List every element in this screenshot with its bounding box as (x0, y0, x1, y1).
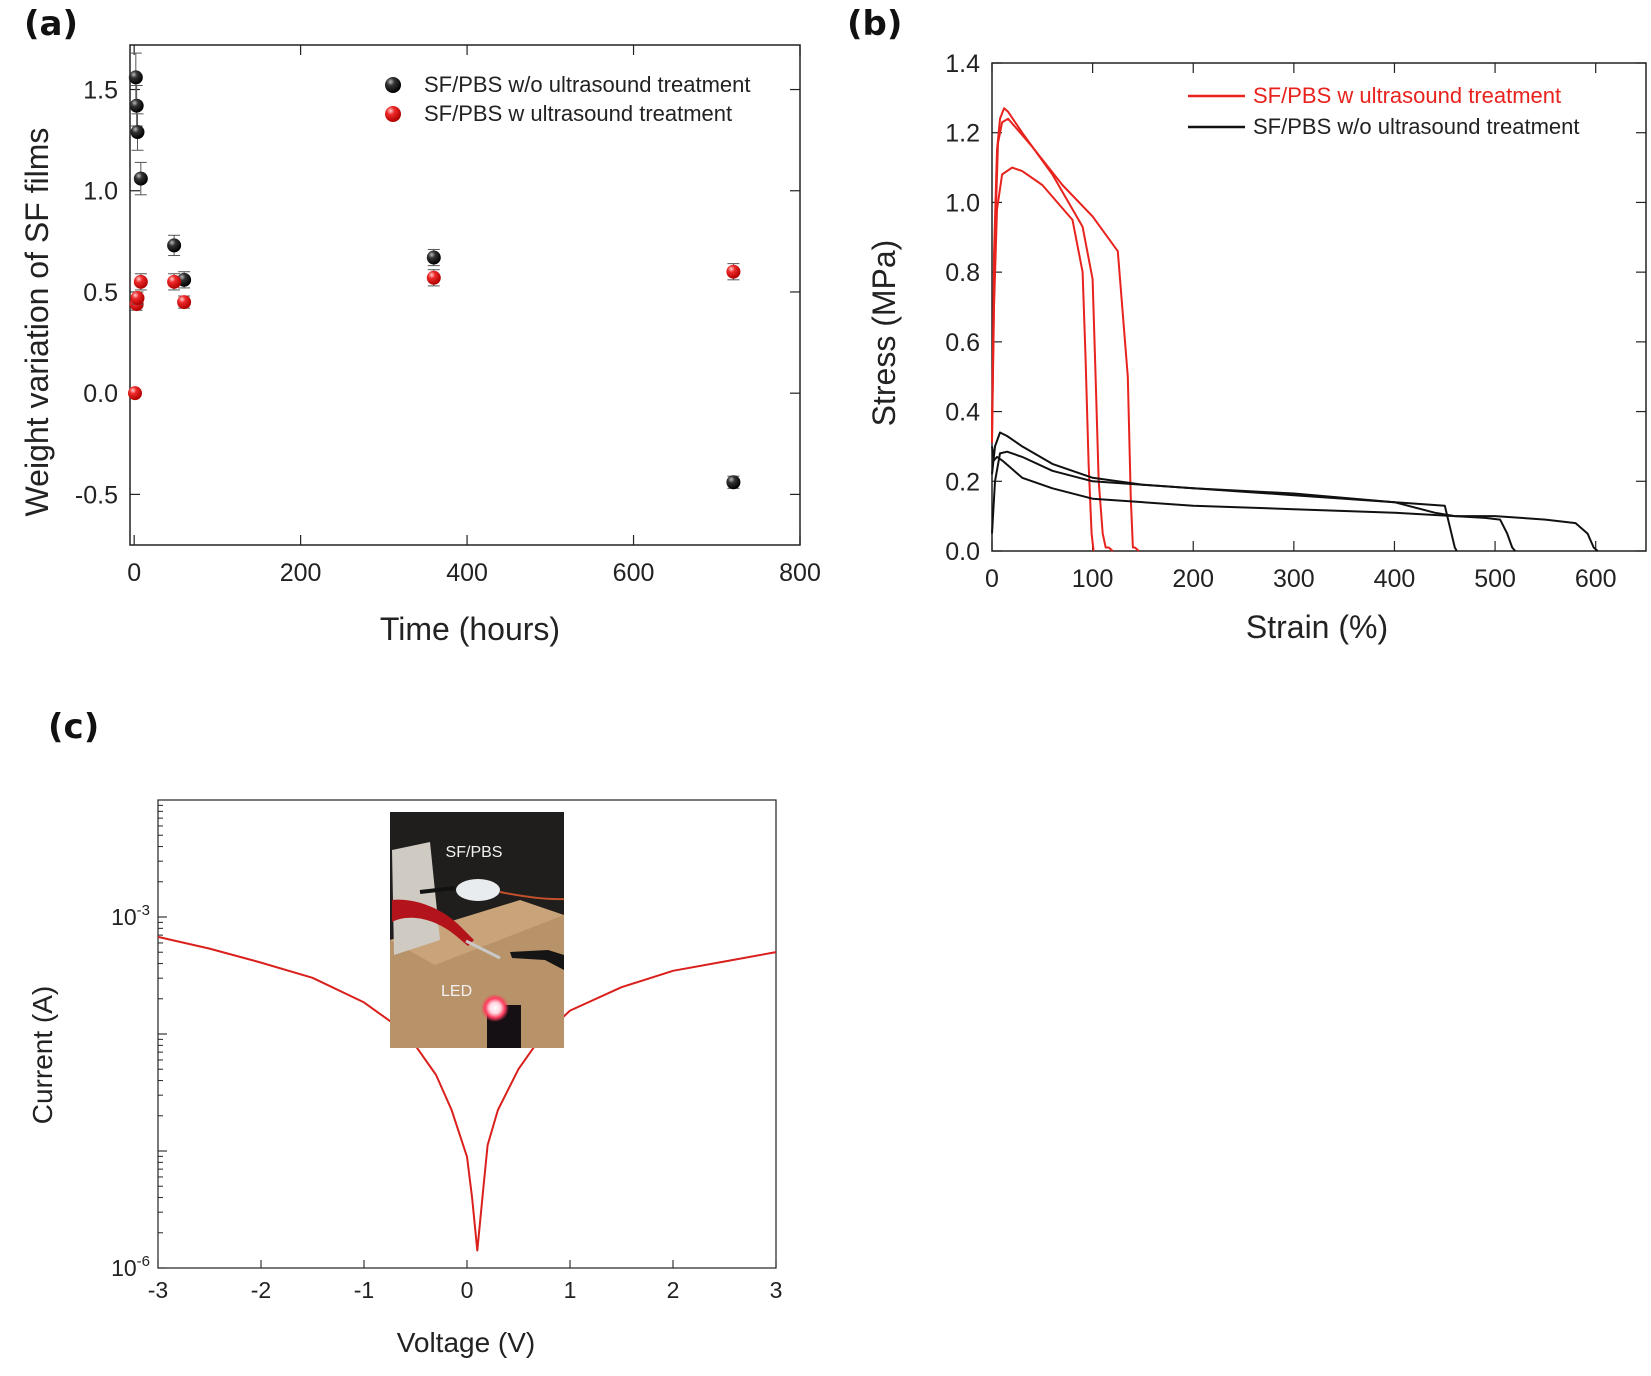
x-tick-label: -2 (251, 1277, 271, 1303)
data-point-black (128, 70, 143, 85)
y-tick-label: 1.4 (945, 50, 980, 78)
x-tick-label: 600 (613, 559, 655, 587)
x-tick-label: 200 (1172, 565, 1214, 593)
chart-b-axes: 0 100 200 300 400 500 600 0.0 0.2 0.4 0.6 0.8 1.0 1.2… (945, 50, 1646, 593)
legend-a-label-black: SF/PBS w/o ultrasound treatment (424, 72, 751, 97)
x-tick-label: 100 (1072, 565, 1114, 593)
stress-strain-curve-red (991, 166, 1095, 552)
y-tick-label: 1.0 (945, 189, 980, 217)
y-tick-label: 1.2 (945, 120, 980, 148)
stress-strain-curve-red (991, 107, 1114, 552)
chart-a-xlabel: Time (hours) (380, 611, 560, 647)
legend-b-label-black: SF/PBS w/o ultrasound treatment (1253, 114, 1580, 139)
data-point-red (426, 270, 441, 285)
x-tick-label: 0 (985, 565, 999, 593)
x-tick-label: 800 (779, 559, 821, 587)
inset-red-probe (392, 899, 474, 946)
chart-c: -3 -2 -1 0 1 2 3 10-3 10-6 Voltage (V) Current (… (27, 799, 783, 1358)
panel-label-b: (b) (847, 4, 902, 44)
chart-a: 0 200 400 600 800 -0.5 0.0 0.5 1.0 1.5 Time (hour… (19, 44, 821, 647)
chart-a-frame (129, 44, 801, 546)
x-tick-label: 300 (1273, 565, 1315, 593)
chart-a-axes: 0 200 400 600 800 -0.5 0.0 0.5 1.0 1.5 (75, 45, 821, 587)
y-tick-label: 10-3 (111, 902, 150, 930)
inset-wood-top (390, 900, 564, 965)
inset-probe-tip (465, 939, 501, 960)
y-tick-label: 1.5 (83, 77, 118, 105)
chart-b: 0 100 200 300 400 500 600 0.0 0.2 0.4 0.6 0.8 1.0 1.2… (866, 50, 1647, 645)
data-point-red (726, 264, 741, 279)
x-tick-label: 0 (127, 559, 141, 587)
data-point-black (726, 475, 741, 490)
x-tick-label: 3 (770, 1277, 783, 1303)
inset-black-probe (510, 950, 564, 970)
y-tick-label: 0.8 (945, 259, 980, 287)
y-tick-label: 0.0 (945, 538, 980, 566)
data-point-black (129, 98, 144, 113)
panel-label-c: (c) (48, 707, 99, 747)
x-tick-label: 400 (446, 559, 488, 587)
x-tick-label: 1 (564, 1277, 577, 1303)
chart-a-legend: SF/PBS w/o ultrasound treatment SF/PBS w… (385, 72, 751, 126)
data-point-black (130, 125, 145, 140)
x-tick-label: 600 (1575, 565, 1617, 593)
y-tick-label: 0.2 (945, 468, 980, 496)
y-tick-label: 0.6 (945, 329, 980, 357)
x-tick-label: -3 (148, 1277, 168, 1303)
legend-a-marker-red (385, 106, 401, 122)
y-tick-label: 0.4 (945, 399, 980, 427)
chart-b-frame (991, 62, 1647, 552)
chart-c-axes: -3 -2 -1 0 1 2 3 10-3 10-6 (111, 804, 783, 1303)
x-tick-label: 200 (280, 559, 322, 587)
x-tick-label: 2 (667, 1277, 680, 1303)
stress-strain-curve-black (991, 446, 1599, 552)
y-tick-label: 0.5 (83, 279, 118, 307)
y-tick-label: 0.0 (83, 380, 118, 408)
iv-curve (157, 935, 777, 1252)
data-point-red (177, 295, 192, 310)
x-tick-label: 400 (1374, 565, 1416, 593)
stress-strain-curve-black (991, 431, 1458, 552)
legend-b-label-red: SF/PBS w ultrasound treatment (1253, 83, 1561, 108)
data-point-black (426, 250, 441, 265)
stress-strain-curve-red (991, 117, 1140, 552)
inset-label-sf-pbs: SF/PBS (446, 844, 503, 861)
chart-b-marks (991, 107, 1599, 552)
legend-a-marker-black (385, 77, 401, 93)
inset-wire-orange (499, 891, 565, 901)
panel-label-a: (a) (24, 4, 78, 44)
y-tick-label: 1.0 (83, 178, 118, 206)
chart-b-ylabel: Stress (MPa) (866, 240, 902, 427)
chart-a-ylabel: Weight variation of SF films (19, 128, 55, 517)
inset-photo: SF/PBS LED (390, 812, 565, 1048)
chart-c-ylabel: Current (A) (27, 986, 58, 1124)
inset-sf-pbs-film (456, 879, 500, 901)
data-point-red (167, 274, 182, 289)
y-tick-label: 10-6 (111, 1253, 150, 1281)
x-tick-label: 0 (461, 1277, 474, 1303)
data-point-red (127, 386, 142, 401)
chart-c-marks (157, 935, 777, 1252)
inset-wire (419, 886, 456, 894)
chart-a-marks (127, 52, 741, 490)
chart-b-legend: SF/PBS w ultrasound treatment SF/PBS w/o… (1188, 83, 1580, 139)
chart-b-xlabel: Strain (%) (1246, 609, 1388, 645)
data-point-black (133, 171, 148, 186)
inset-paper-pad (392, 842, 440, 955)
data-point-black (167, 238, 182, 253)
data-point-red (133, 274, 148, 289)
data-point-red (130, 291, 145, 306)
stress-strain-curve-black (991, 450, 1516, 552)
chart-c-xlabel: Voltage (V) (397, 1327, 536, 1358)
legend-a-label-red: SF/PBS w ultrasound treatment (424, 101, 732, 126)
y-tick-label: -0.5 (75, 481, 118, 509)
x-tick-label: -1 (354, 1277, 374, 1303)
x-tick-label: 500 (1474, 565, 1516, 593)
inset-label-led: LED (441, 983, 472, 1000)
inset-led-glow (481, 994, 509, 1022)
